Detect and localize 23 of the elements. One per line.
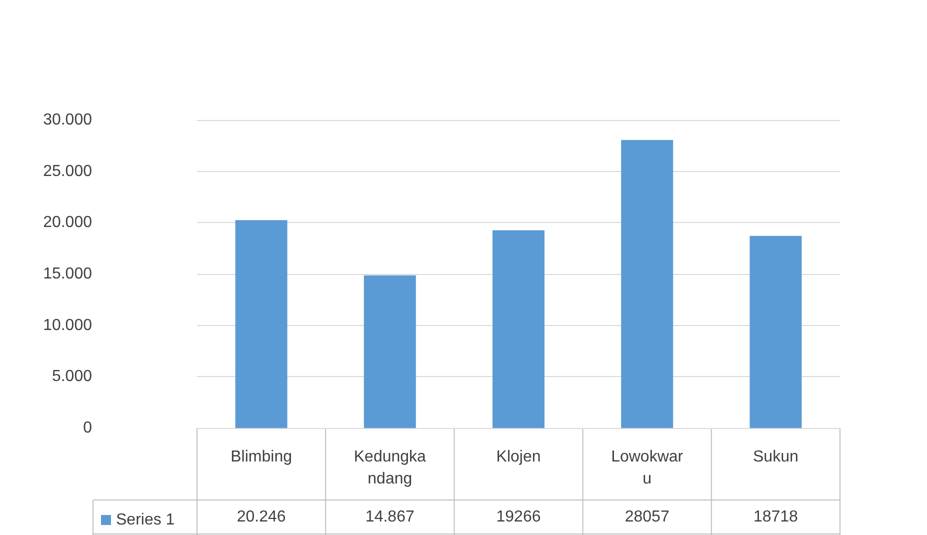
data-label: 14.867 [365,508,414,526]
bar [750,236,802,428]
bar [235,220,288,428]
data-label: 20.246 [236,508,286,526]
legend-label: Series 1 [116,512,175,528]
x-tick-label: Lowokwaru [611,448,684,488]
bar [492,230,544,428]
bar [621,140,674,428]
y-tick-label: 25.000 [43,162,92,180]
data-label: 28057 [624,508,670,526]
data-label: 19266 [496,508,541,526]
y-tick-label: 0 [83,420,92,436]
y-tick-label: 30.000 [43,112,92,128]
y-tick-label: 10.000 [43,316,92,334]
y-tick-label: 20.000 [43,214,92,232]
bar [364,275,416,428]
data-label: 18718 [753,508,798,526]
y-tick-label: 15.000 [43,266,92,282]
x-tick-label: Klojen [496,448,541,466]
x-tick-label: Blimbing [230,448,292,466]
y-tick-label: 5.000 [52,368,92,386]
x-tick-label: Kedungkandang [354,448,426,488]
x-tick-label: Sukun [753,448,798,466]
